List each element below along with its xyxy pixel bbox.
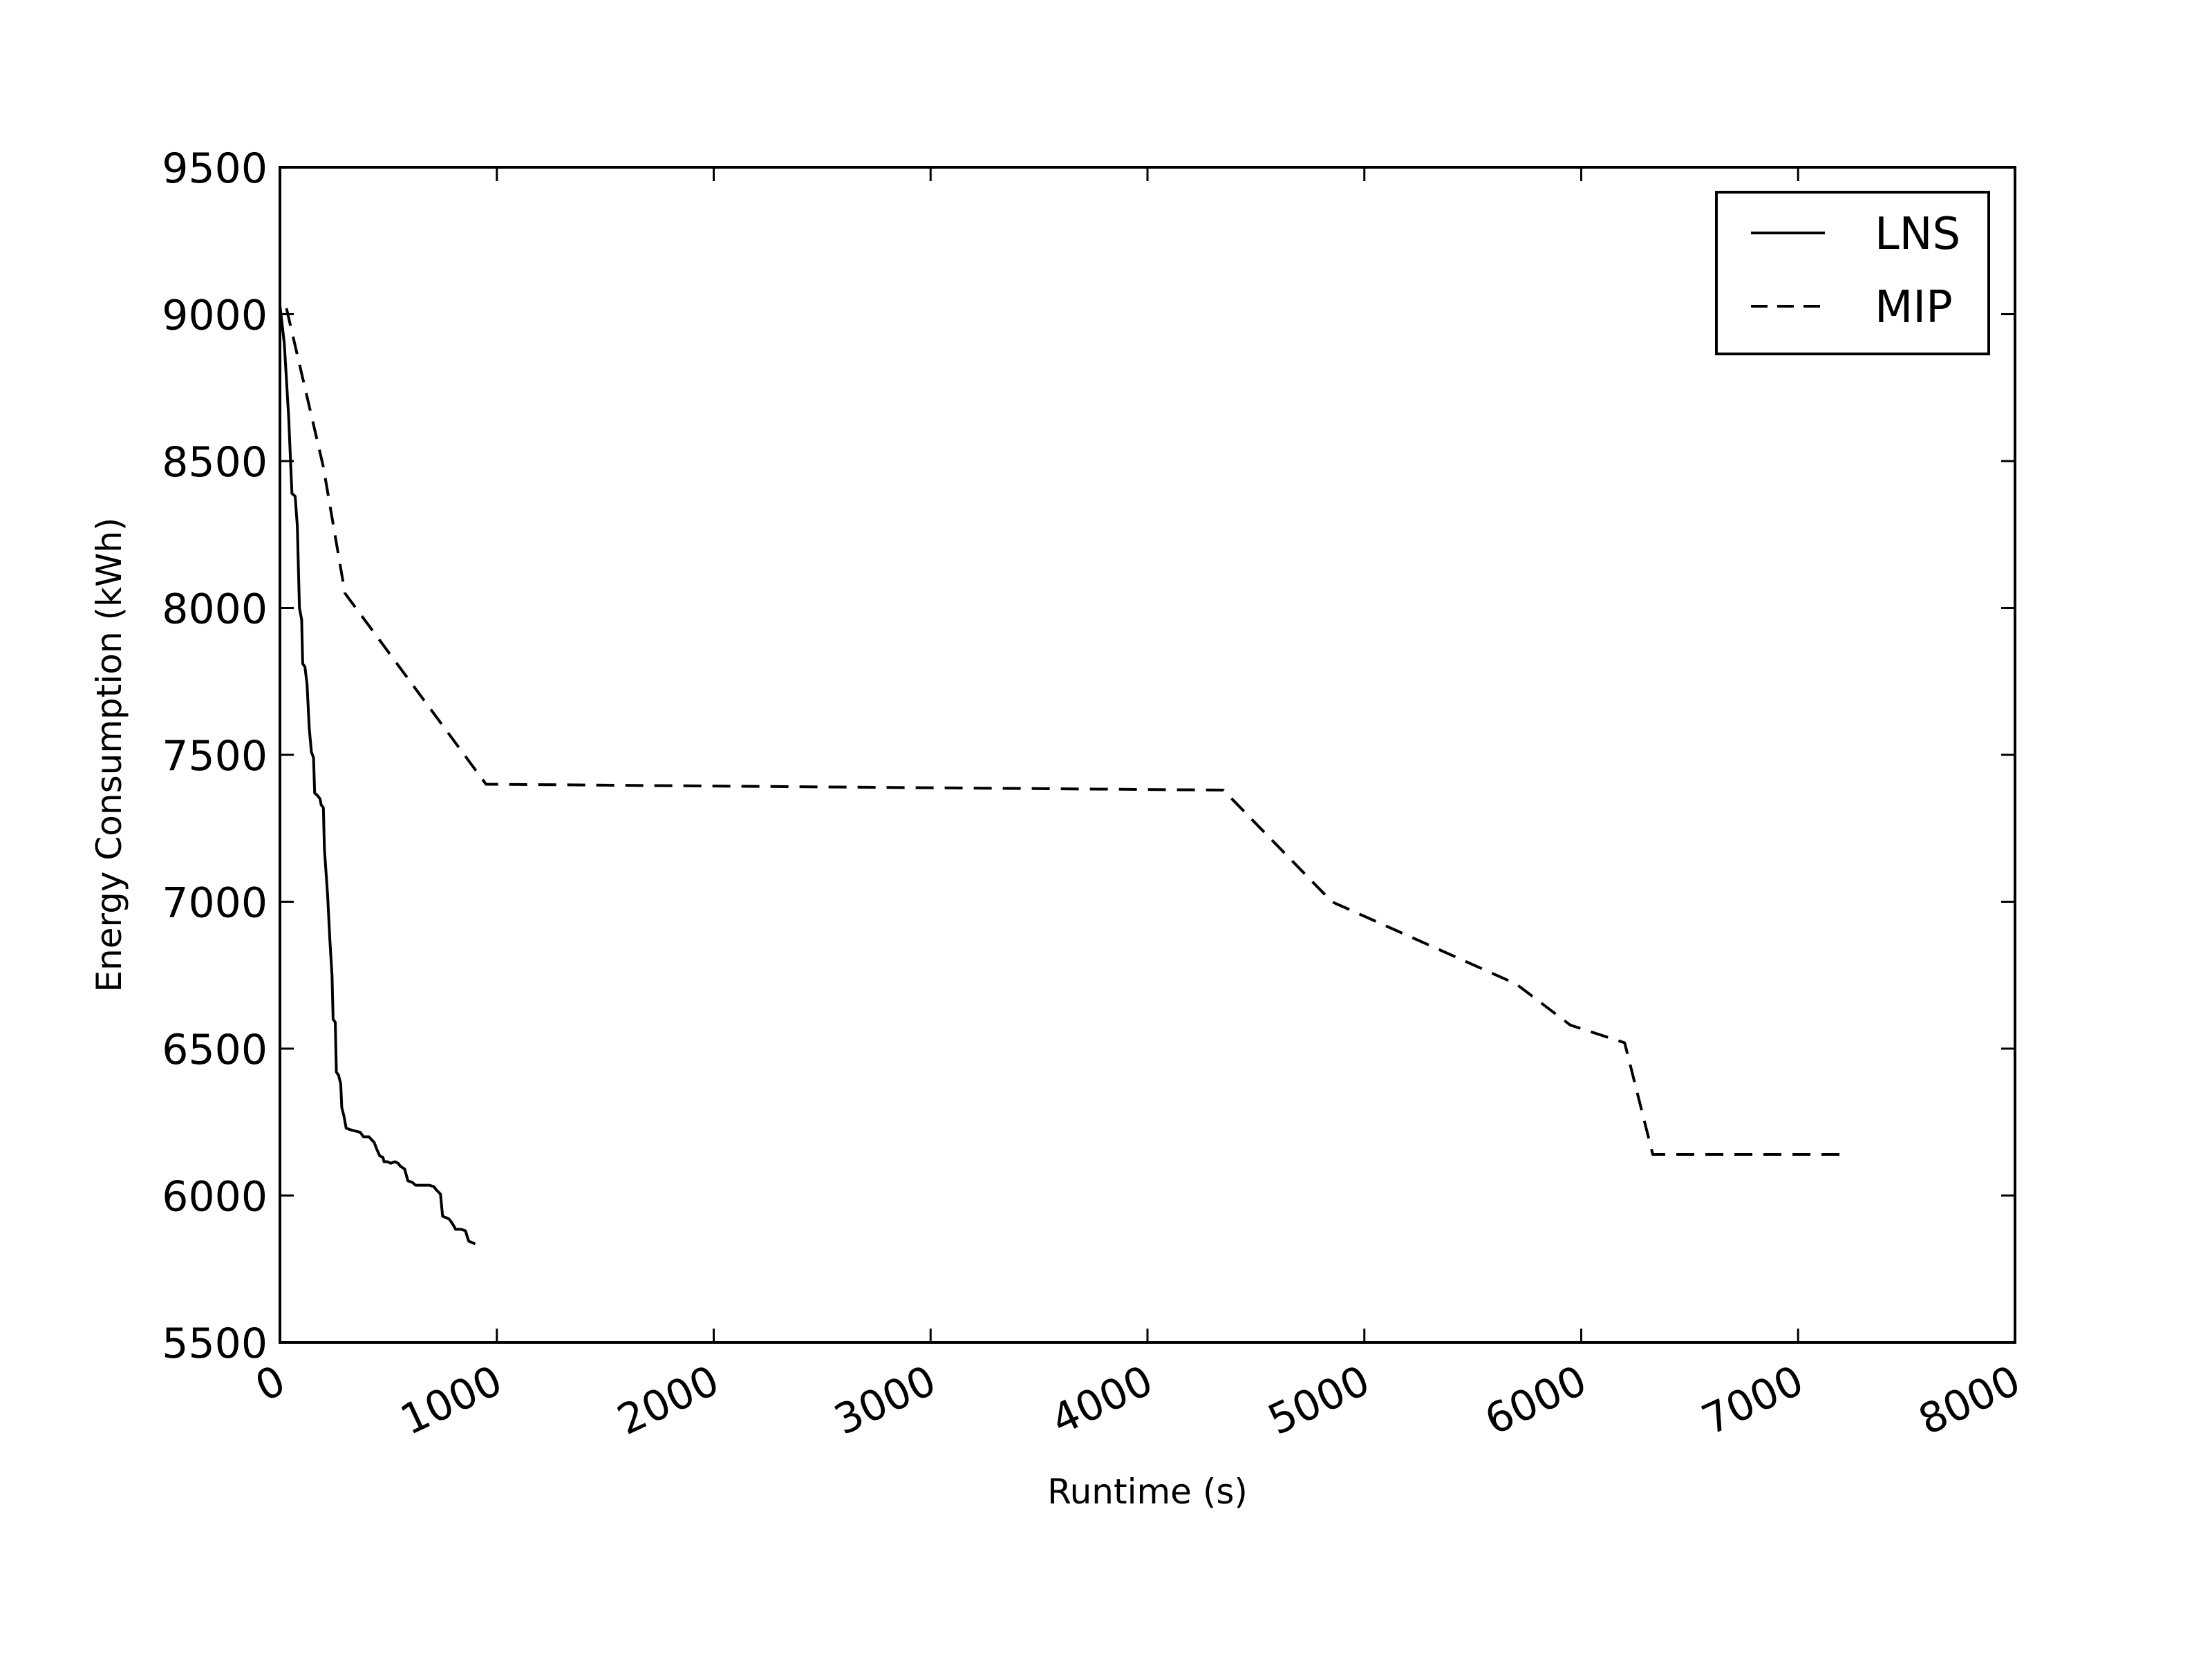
x-tick-label: 4000 bbox=[1044, 1356, 1160, 1445]
x-tick-label: 2000 bbox=[610, 1356, 727, 1445]
plot-area-frame bbox=[279, 166, 2016, 1344]
series-lines bbox=[279, 305, 1841, 1246]
x-axis-label: Runtime (s) bbox=[1047, 1472, 1248, 1512]
y-axis-label: Energy Consumption (kWh) bbox=[89, 517, 129, 992]
legend-label-mip: MIP bbox=[1875, 282, 1953, 333]
y-tick-label: 7000 bbox=[162, 879, 268, 928]
y-tick-label: 9500 bbox=[162, 144, 268, 193]
x-tick-label: 6000 bbox=[1478, 1356, 1594, 1445]
y-tick-label: 8000 bbox=[162, 585, 268, 634]
legend: LNS MIP bbox=[1715, 191, 1990, 355]
y-tick-label: 6000 bbox=[162, 1173, 268, 1221]
legend-box bbox=[1715, 191, 1990, 355]
x-tick-label: 3000 bbox=[827, 1356, 944, 1445]
x-tick-label: 8000 bbox=[1911, 1356, 2027, 1445]
series-line-mip bbox=[285, 308, 1841, 1156]
x-tick-label: 5000 bbox=[1261, 1356, 1377, 1445]
y-tick-label: 9000 bbox=[162, 292, 268, 340]
y-tick-label: 7500 bbox=[162, 732, 268, 780]
series-line-lns bbox=[279, 305, 476, 1246]
legend-label-lns: LNS bbox=[1875, 209, 1960, 260]
x-tick-label: 1000 bbox=[393, 1356, 509, 1445]
x-tick-label: 7000 bbox=[1695, 1356, 1811, 1445]
y-tick-label: 6500 bbox=[162, 1026, 268, 1074]
y-tick-label: 8500 bbox=[162, 438, 268, 487]
y-tick-label: 5500 bbox=[162, 1320, 268, 1368]
